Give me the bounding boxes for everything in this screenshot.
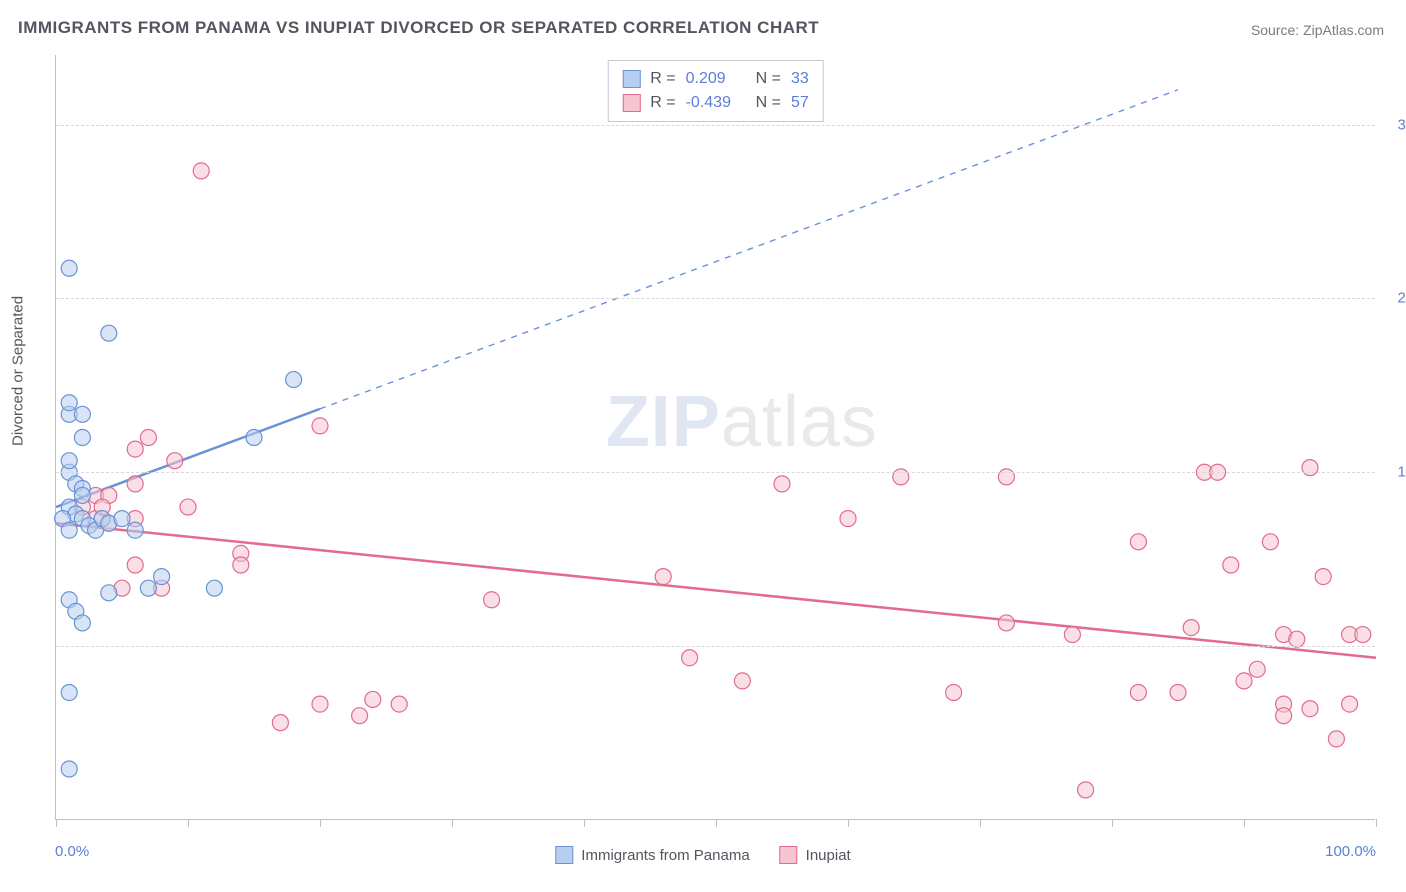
data-point xyxy=(193,163,209,179)
data-point xyxy=(127,476,143,492)
data-point xyxy=(74,487,90,503)
data-point xyxy=(61,761,77,777)
data-point xyxy=(206,580,222,596)
y-tick-label: 22.5% xyxy=(1380,290,1406,307)
grid-line xyxy=(56,298,1375,299)
data-point xyxy=(61,395,77,411)
data-point xyxy=(1342,696,1358,712)
data-point xyxy=(1328,731,1344,747)
source-label: Source: ZipAtlas.com xyxy=(1251,22,1384,38)
x-axis-min-label: 0.0% xyxy=(55,843,89,860)
x-axis-max-label: 100.0% xyxy=(1325,843,1376,860)
x-tick xyxy=(1376,819,1377,827)
data-point xyxy=(1355,627,1371,643)
data-point xyxy=(1302,701,1318,717)
x-tick xyxy=(848,819,849,827)
data-point xyxy=(114,511,130,527)
data-point xyxy=(946,685,962,701)
data-point xyxy=(998,615,1014,631)
data-point xyxy=(61,522,77,538)
legend-item-panama: Immigrants from Panama xyxy=(555,846,749,864)
data-point xyxy=(180,499,196,515)
data-point xyxy=(774,476,790,492)
data-point xyxy=(1315,569,1331,585)
data-point xyxy=(1223,557,1239,573)
grid-line xyxy=(56,125,1375,126)
x-tick xyxy=(716,819,717,827)
data-point xyxy=(286,372,302,388)
chart-title: IMMIGRANTS FROM PANAMA VS INUPIAT DIVORC… xyxy=(18,18,819,38)
grid-line xyxy=(56,472,1375,473)
data-point xyxy=(1064,627,1080,643)
legend-label-inupiat: Inupiat xyxy=(806,847,851,864)
x-tick xyxy=(1112,819,1113,827)
data-point xyxy=(484,592,500,608)
data-point xyxy=(1130,685,1146,701)
data-point xyxy=(101,325,117,341)
legend: Immigrants from Panama Inupiat xyxy=(555,846,850,864)
data-point xyxy=(246,430,262,446)
data-point xyxy=(655,569,671,585)
data-point xyxy=(154,569,170,585)
data-point xyxy=(352,708,368,724)
data-point xyxy=(233,557,249,573)
legend-label-panama: Immigrants from Panama xyxy=(581,847,749,864)
data-point xyxy=(140,580,156,596)
trend-line-dashed xyxy=(320,90,1178,409)
plot-area: ZIPatlas R = 0.209 N = 33 R = -0.439 N =… xyxy=(55,55,1375,820)
data-point xyxy=(74,430,90,446)
y-tick-label: 15.0% xyxy=(1380,464,1406,481)
data-point xyxy=(312,696,328,712)
y-tick-label: 7.5% xyxy=(1380,638,1406,655)
data-point xyxy=(74,615,90,631)
data-point xyxy=(1289,631,1305,647)
data-point xyxy=(1183,620,1199,636)
x-tick xyxy=(188,819,189,827)
data-point xyxy=(127,522,143,538)
x-tick xyxy=(980,819,981,827)
data-point xyxy=(391,696,407,712)
data-point xyxy=(1262,534,1278,550)
y-tick-label: 30.0% xyxy=(1380,116,1406,133)
data-point xyxy=(365,691,381,707)
data-point xyxy=(1130,534,1146,550)
data-point xyxy=(140,430,156,446)
trend-line xyxy=(56,523,1376,657)
x-tick xyxy=(320,819,321,827)
data-point xyxy=(1249,661,1265,677)
chart-svg xyxy=(56,55,1375,819)
data-point xyxy=(1236,673,1252,689)
data-point xyxy=(734,673,750,689)
x-tick xyxy=(1244,819,1245,827)
data-point xyxy=(61,260,77,276)
data-point xyxy=(682,650,698,666)
data-point xyxy=(312,418,328,434)
data-point xyxy=(840,511,856,527)
data-point xyxy=(127,557,143,573)
data-point xyxy=(1170,685,1186,701)
data-point xyxy=(127,441,143,457)
x-tick xyxy=(584,819,585,827)
data-point xyxy=(1078,782,1094,798)
data-point xyxy=(167,453,183,469)
data-point xyxy=(101,585,117,601)
swatch-pink-icon xyxy=(780,846,798,864)
data-point xyxy=(272,715,288,731)
swatch-blue-icon xyxy=(555,846,573,864)
data-point xyxy=(74,406,90,422)
x-tick xyxy=(56,819,57,827)
grid-line xyxy=(56,646,1375,647)
data-point xyxy=(1276,708,1292,724)
data-point xyxy=(61,685,77,701)
x-tick xyxy=(452,819,453,827)
legend-item-inupiat: Inupiat xyxy=(780,846,851,864)
y-axis-title: Divorced or Separated xyxy=(10,296,27,446)
data-point xyxy=(61,453,77,469)
